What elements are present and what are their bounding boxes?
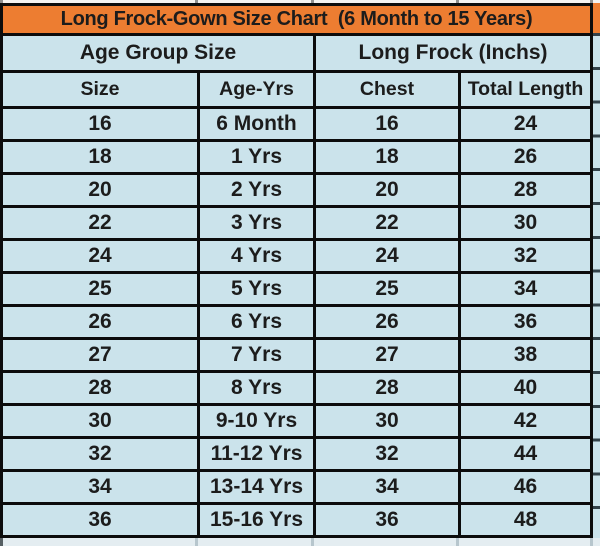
table-cell: 9-10 Yrs — [200, 406, 313, 436]
table-cell: 36 — [461, 307, 590, 337]
table-cell: 27 — [316, 340, 458, 370]
table-cell: 40 — [461, 373, 590, 403]
table-cell: 11-12 Yrs — [200, 439, 313, 469]
right-edge-sliver-blue — [593, 33, 600, 538]
right-edge-sliver-orange — [593, 3, 600, 33]
group-header-age-group-size: Age Group Size — [3, 36, 313, 70]
table-cell: 44 — [461, 439, 590, 469]
table-cell: 6 Yrs — [200, 307, 313, 337]
group-header-long-frock-inchs: Long Frock (Inchs) — [316, 36, 590, 70]
top-edge-sliver — [0, 0, 600, 3]
table-cell: 30 — [3, 406, 197, 436]
table-cell: 42 — [461, 406, 590, 436]
table-cell: 34 — [316, 472, 458, 502]
chart-title: Long Frock-Gown Size Chart (6 Month to 1… — [3, 6, 590, 33]
table-cell: 26 — [461, 142, 590, 172]
table-cell: 3 Yrs — [200, 208, 313, 238]
table-cell: 2 Yrs — [200, 175, 313, 205]
table-cell: 16 — [3, 109, 197, 139]
column-header-size: Size — [3, 73, 197, 106]
table-cell: 48 — [461, 505, 590, 535]
table-cell: 13-14 Yrs — [200, 472, 313, 502]
table-cell: 34 — [461, 274, 590, 304]
table-cell: 28 — [3, 373, 197, 403]
column-header-age-yrs: Age-Yrs — [200, 73, 313, 106]
column-header-total-length: Total Length — [461, 73, 590, 106]
table-cell: 24 — [3, 241, 197, 271]
table-cell: 1 Yrs — [200, 142, 313, 172]
table-cell: 32 — [3, 439, 197, 469]
table-cell: 30 — [316, 406, 458, 436]
table-cell: 18 — [3, 142, 197, 172]
table-cell: 36 — [3, 505, 197, 535]
table-cell: 38 — [461, 340, 590, 370]
table-cell: 30 — [461, 208, 590, 238]
table-cell: 26 — [3, 307, 197, 337]
table-cell: 22 — [316, 208, 458, 238]
table-cell: 4 Yrs — [200, 241, 313, 271]
table-cell: 8 Yrs — [200, 373, 313, 403]
table-cell: 25 — [3, 274, 197, 304]
table-cell: 28 — [461, 175, 590, 205]
table-cell: 32 — [461, 241, 590, 271]
table-cell: 36 — [316, 505, 458, 535]
table-cell: 32 — [316, 439, 458, 469]
table-cell: 27 — [3, 340, 197, 370]
column-header-chest: Chest — [316, 73, 458, 106]
table-cell: 18 — [316, 142, 458, 172]
table-cell: 24 — [316, 241, 458, 271]
table-cell: 22 — [3, 208, 197, 238]
size-chart-table: Long Frock-Gown Size Chart (6 Month to 1… — [0, 3, 593, 538]
table-cell: 15-16 Yrs — [200, 505, 313, 535]
table-cell: 46 — [461, 472, 590, 502]
table-cell: 16 — [316, 109, 458, 139]
bottom-edge-sliver — [0, 538, 600, 546]
table-cell: 20 — [316, 175, 458, 205]
table-cell: 24 — [461, 109, 590, 139]
table-cell: 6 Month — [200, 109, 313, 139]
table-cell: 25 — [316, 274, 458, 304]
table-cell: 26 — [316, 307, 458, 337]
table-cell: 5 Yrs — [200, 274, 313, 304]
table-cell: 20 — [3, 175, 197, 205]
table-cell: 7 Yrs — [200, 340, 313, 370]
table-cell: 28 — [316, 373, 458, 403]
table-cell: 34 — [3, 472, 197, 502]
